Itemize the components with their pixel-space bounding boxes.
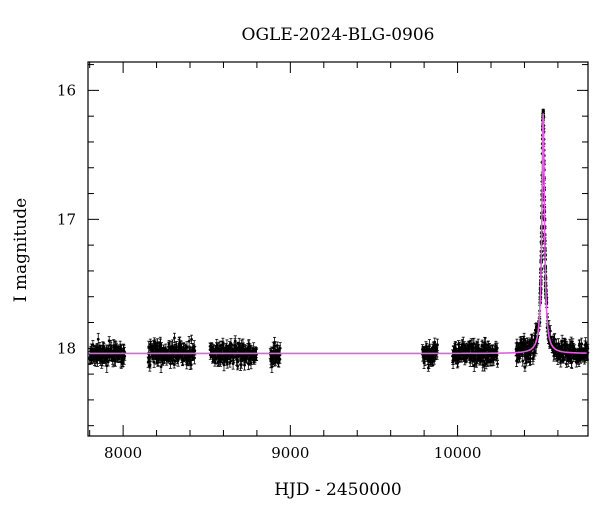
y-tick-label: 16 <box>57 81 76 99</box>
point-marker <box>193 356 196 360</box>
point-marker <box>526 340 529 344</box>
point-marker <box>275 344 279 347</box>
data-point <box>148 361 152 369</box>
x-tick-label: 9000 <box>271 444 309 462</box>
point-marker <box>210 345 214 349</box>
data-point <box>107 336 111 346</box>
point-marker <box>529 357 532 360</box>
point-marker <box>548 329 552 333</box>
data-point <box>521 355 525 367</box>
point-marker <box>152 360 156 364</box>
point-marker <box>476 344 480 348</box>
point-marker <box>190 337 193 341</box>
data-point <box>152 356 156 368</box>
point-marker <box>249 361 253 365</box>
point-marker <box>91 343 95 347</box>
point-marker <box>564 362 568 366</box>
data-point <box>187 336 191 347</box>
point-marker <box>426 366 430 370</box>
point-marker <box>523 365 527 369</box>
data-points <box>88 108 590 373</box>
point-marker <box>239 363 243 367</box>
data-point <box>190 334 194 344</box>
point-marker <box>107 339 111 343</box>
point-marker <box>486 343 490 347</box>
data-point <box>560 334 564 349</box>
point-marker <box>559 359 563 363</box>
point-marker <box>225 360 229 364</box>
data-point <box>435 338 439 351</box>
point-marker <box>278 357 282 361</box>
point-marker <box>189 363 193 367</box>
point-marker <box>193 349 197 353</box>
point-marker <box>273 344 277 348</box>
point-marker <box>432 359 436 363</box>
point-marker <box>233 339 237 343</box>
point-marker <box>159 365 163 369</box>
y-axis-label: I magnitude <box>11 198 31 302</box>
x-axis-label: HJD - 2450000 <box>274 480 402 500</box>
point-marker <box>148 363 152 367</box>
point-marker <box>187 339 191 343</box>
point-marker <box>173 336 176 340</box>
point-marker <box>433 340 437 344</box>
data-point <box>495 360 499 368</box>
x-tick-label: 10000 <box>434 444 482 462</box>
y-tick-label: 18 <box>57 339 76 357</box>
point-marker <box>495 353 499 357</box>
point-marker <box>495 346 499 350</box>
chart-title: OGLE-2024-BLG-0906 <box>242 25 435 45</box>
point-marker <box>278 346 282 350</box>
axis-ticks <box>88 62 588 436</box>
data-point <box>278 354 282 364</box>
point-marker <box>436 343 439 347</box>
point-marker <box>560 340 564 343</box>
data-point <box>529 351 533 366</box>
data-point <box>172 332 176 343</box>
y-tick-label: 17 <box>57 210 76 228</box>
point-marker <box>522 337 526 341</box>
point-marker <box>243 363 246 367</box>
point-marker <box>496 362 499 366</box>
point-marker <box>181 358 185 362</box>
point-marker <box>534 345 538 349</box>
point-marker <box>123 354 127 358</box>
point-marker <box>96 337 100 341</box>
point-marker <box>222 363 226 367</box>
point-marker <box>472 364 476 368</box>
point-marker <box>106 360 110 364</box>
point-marker <box>246 362 250 365</box>
x-tick-label: 8000 <box>104 444 142 462</box>
point-marker <box>228 361 232 365</box>
tick-labels: 8000 9000 10000 16 17 18 <box>57 81 482 462</box>
